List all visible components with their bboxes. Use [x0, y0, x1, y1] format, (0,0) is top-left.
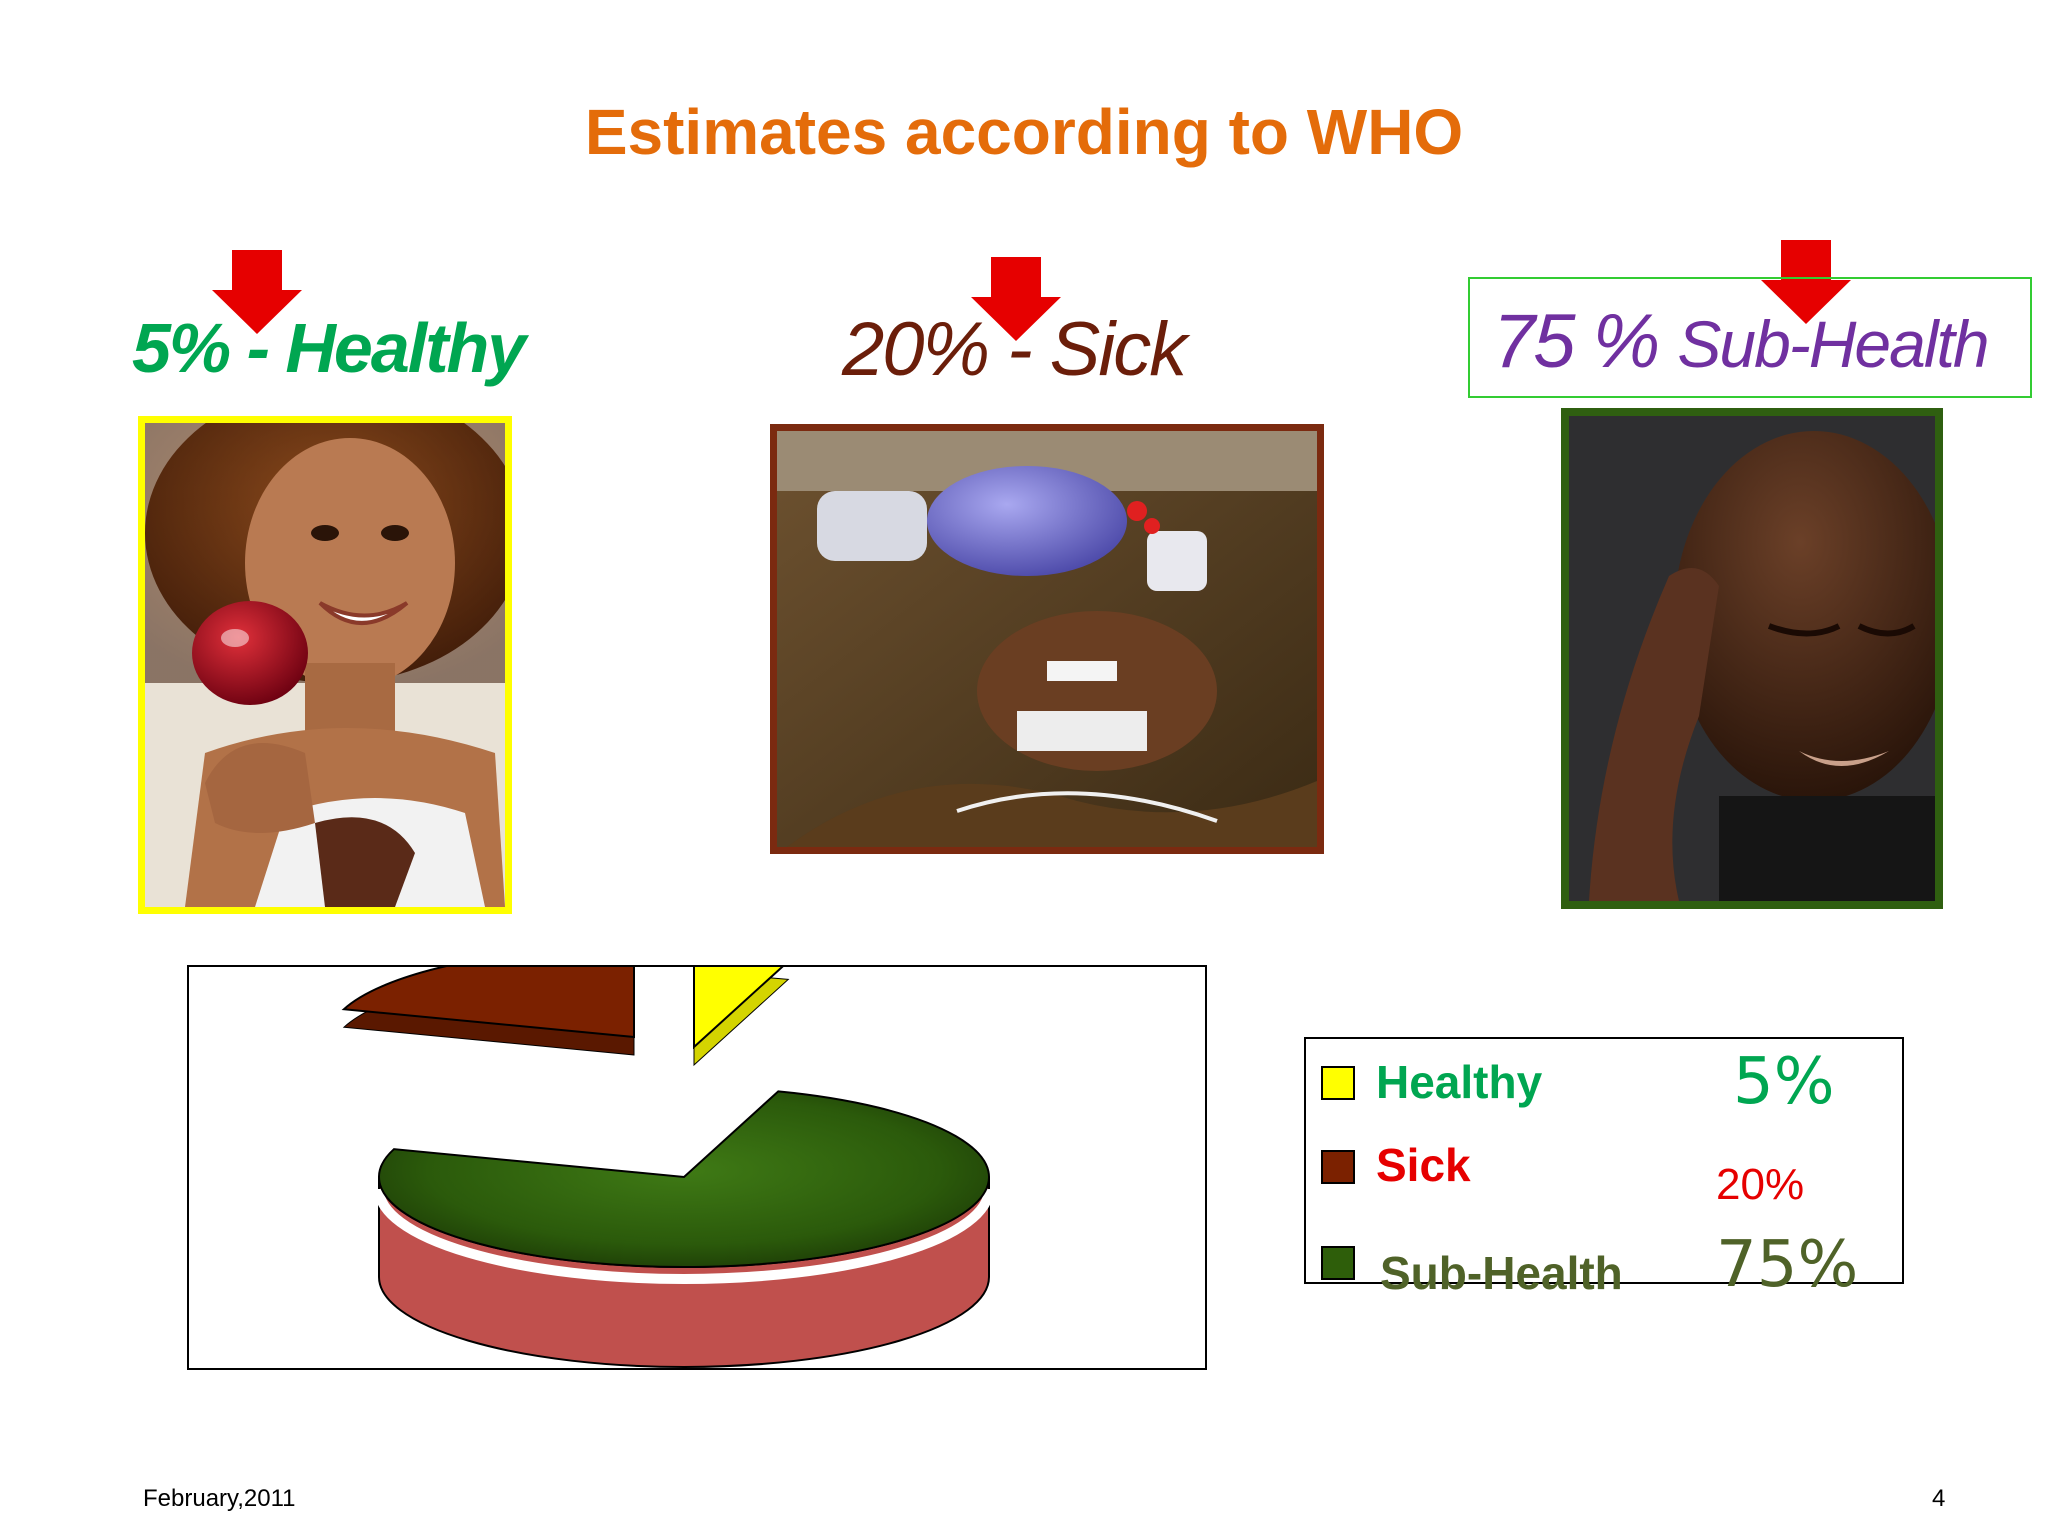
sub-health-heading-percent: 75 %	[1493, 299, 1660, 384]
pie-slice-gap	[374, 1188, 994, 1284]
pie-slice-sub-health	[378, 1090, 990, 1268]
pie-chart-frame	[187, 945, 1207, 1370]
legend-swatch-sub-health	[1321, 1246, 1355, 1280]
sub-health-heading: 75 % Sub-Health	[1493, 298, 1990, 385]
arrow-down-icon	[212, 250, 302, 334]
legend-value-sub-health: 75%	[1716, 1228, 1859, 1302]
sick-patient-photo	[770, 424, 1324, 854]
sub-health-heading-frame	[1468, 277, 2032, 398]
page-number: 4	[1932, 1485, 1946, 1512]
footer-date: February,2011	[143, 1485, 296, 1512]
page-title: Estimates according to WHO	[584, 96, 1464, 168]
legend-label-sick: Sick	[1376, 1139, 1471, 1191]
healthy-woman-photo	[138, 416, 512, 914]
sick-heading: 20% - Sick	[842, 307, 1187, 392]
legend-label-sub-health: Sub-Health	[1380, 1247, 1623, 1299]
legend-value-healthy: 5%	[1733, 1045, 1835, 1119]
arrow-down-icon	[1761, 240, 1851, 324]
healthy-heading: 5% - Healthy	[132, 309, 526, 387]
legend-label-healthy: Healthy	[1376, 1056, 1543, 1108]
chart-legend	[1304, 1037, 1904, 1284]
sub-health-heading-label: Sub-Health	[1677, 307, 1989, 381]
arrow-down-icon	[971, 257, 1061, 341]
pie-chart	[341, 945, 994, 1368]
legend-swatch-sick	[1321, 1150, 1355, 1184]
headache-man-photo	[1561, 408, 1943, 909]
legend-swatch-healthy	[1321, 1066, 1355, 1100]
legend-value-sick: 20%	[1716, 1160, 1805, 1209]
